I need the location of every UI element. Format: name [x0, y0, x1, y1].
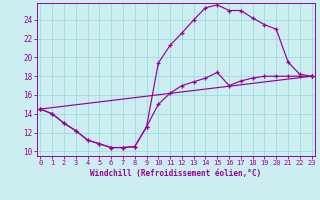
X-axis label: Windchill (Refroidissement éolien,°C): Windchill (Refroidissement éolien,°C)	[91, 169, 261, 178]
